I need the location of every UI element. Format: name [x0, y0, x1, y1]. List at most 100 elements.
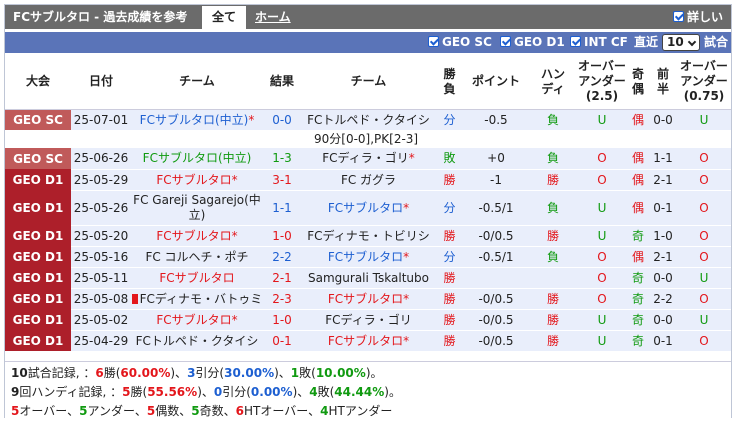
filter-int-cf[interactable]: INT CF — [570, 32, 628, 53]
filter-geo-d1[interactable]: GEO D1 — [500, 32, 565, 53]
home-team-name: FCディナモ・バトゥミ — [139, 291, 263, 306]
summary-text: 5 — [11, 404, 20, 418]
table-header: 大会 日付 チーム 結果 チーム 勝負 ポイント ハンディ オーバーアンダー (2… — [5, 55, 731, 110]
col-score: 結果 — [263, 55, 301, 110]
checkbox-icon[interactable] — [428, 36, 439, 47]
ht-over-under: U — [677, 267, 731, 289]
home-team[interactable]: FCサブルタロ(中立) — [131, 148, 263, 170]
summary-handicap: 9回ハンディ記録, ：5勝(55.56%)、0引分(0.00%)、4敗(44.4… — [11, 383, 725, 402]
match-score[interactable]: 0-1 — [263, 330, 301, 352]
match-score[interactable]: 2-1 — [263, 267, 301, 289]
home-team[interactable]: FCトルペド・クタイシ — [131, 330, 263, 352]
home-team[interactable]: FC コルヘチ・ポチ — [131, 246, 263, 268]
summary-text: )。 — [365, 366, 383, 380]
home-team[interactable]: FCサブルタロ(中立)* — [131, 109, 263, 131]
competition-badge[interactable]: GEO D1 — [5, 330, 71, 351]
summary-text: 10 — [11, 366, 28, 380]
summary-text: HTオーバー、 — [244, 404, 321, 418]
away-team[interactable]: FCトルペド・クタイシ — [301, 109, 436, 131]
col-result-label: 勝負 — [443, 66, 456, 96]
match-score[interactable]: 2-2 — [263, 246, 301, 268]
away-team[interactable]: FCサブルタロ* — [301, 246, 436, 268]
summary-text: 6 — [235, 404, 244, 418]
away-team[interactable]: FCサブルタロ* — [301, 330, 436, 352]
col-points: ポイント — [463, 55, 529, 110]
table-row: GEO D1 25-05-26 FC Gareji Sagarejo(中立) 1-1 F… — [5, 190, 731, 226]
match-count-select[interactable]: 10 — [662, 34, 700, 51]
home-star: * — [231, 172, 238, 187]
competition-badge[interactable]: GEO D1 — [5, 190, 71, 225]
away-team[interactable]: FCサブルタロ* — [301, 190, 436, 226]
empty-cell — [5, 130, 71, 148]
match-label: 試合 — [704, 35, 729, 49]
away-team[interactable]: FCディラ・ゴリ* — [301, 148, 436, 170]
over-under: O — [577, 246, 627, 268]
competition-badge[interactable]: GEO D1 — [5, 267, 71, 288]
handicap-result: 勝 — [529, 288, 577, 310]
home-team[interactable]: FC Gareji Sagarejo(中立) — [131, 190, 263, 226]
home-team[interactable]: FCサブルタロ* — [131, 309, 263, 331]
col-over-under: オーバーアンダー (2.5) — [577, 55, 627, 110]
away-star: * — [408, 151, 415, 166]
tab-home[interactable]: ホーム — [255, 10, 291, 24]
match-score[interactable]: 2-3 — [263, 288, 301, 310]
match-score[interactable]: 1-0 — [263, 225, 301, 247]
col-first-half-label: 前半 — [656, 66, 669, 96]
summary-text: )、 — [197, 385, 214, 399]
match-score[interactable]: 1-3 — [263, 148, 301, 170]
summary-text: 3 — [187, 366, 196, 380]
match-score[interactable]: 0-0 — [263, 109, 301, 131]
match-date: 25-05-11 — [71, 267, 131, 289]
filter-geo-sc[interactable]: GEO SC — [428, 32, 492, 53]
checkbox-icon[interactable] — [672, 11, 684, 22]
home-team[interactable]: FCディナモ・バトゥミ — [131, 288, 263, 310]
match-date: 25-06-26 — [71, 148, 131, 170]
col-ht-over-under-line: (0.75) — [683, 89, 725, 104]
first-half-score: 0-0 — [649, 109, 677, 131]
col-over-under-line: (2.5) — [585, 89, 619, 104]
col-ht-over-under: オーバーアンダー (0.75) — [677, 55, 731, 110]
match-score[interactable]: 1-0 — [263, 309, 301, 331]
summary-text: 4 — [320, 404, 329, 418]
home-team[interactable]: FCサブルタロ* — [131, 169, 263, 191]
handicap-result: 負 — [529, 246, 577, 268]
away-team[interactable]: FCディナモ・トビリシ — [301, 225, 436, 247]
home-team[interactable]: FCサブルタロ* — [131, 225, 263, 247]
checkbox-icon[interactable] — [500, 36, 511, 47]
competition-badge[interactable]: GEO SC — [5, 148, 71, 169]
over-under: O — [577, 267, 627, 289]
col-over-under-label: オーバーアンダー — [578, 59, 626, 89]
detail-toggle[interactable]: 詳しい — [672, 5, 723, 29]
over-under: O — [577, 148, 627, 170]
competition-badge[interactable]: GEO D1 — [5, 288, 71, 309]
match-score[interactable]: 1-1 — [263, 190, 301, 226]
summary-text: 敗( — [317, 385, 335, 399]
away-team-name: FC ガグラ — [340, 172, 397, 187]
competition-badge[interactable]: GEO D1 — [5, 169, 71, 190]
away-team[interactable]: FC ガグラ — [301, 169, 436, 191]
away-team[interactable]: FCディラ・ゴリ — [301, 309, 436, 331]
away-team[interactable]: Samgurali Tskaltubo — [301, 267, 436, 289]
checkbox-icon[interactable] — [570, 36, 581, 47]
summary-text: 引分( — [195, 366, 225, 380]
away-team[interactable]: FCサブルタロ* — [301, 288, 436, 310]
away-star: * — [403, 291, 410, 306]
summary-text: 44.44% — [334, 385, 385, 399]
home-team[interactable]: FCサブルタロ — [131, 267, 263, 289]
tab-all[interactable]: 全て — [202, 6, 246, 29]
filter-label: GEO SC — [442, 35, 492, 49]
odd-even: 奇 — [627, 267, 649, 289]
col-handicap-label: ハンディ — [540, 66, 565, 96]
summary-text: 9 — [11, 385, 20, 399]
competition-badge[interactable]: GEO D1 — [5, 246, 71, 267]
competition-badge[interactable]: GEO D1 — [5, 309, 71, 330]
competition-badge[interactable]: GEO SC — [5, 109, 71, 130]
competition-badge[interactable]: GEO D1 — [5, 225, 71, 246]
first-half-score: 1-1 — [649, 148, 677, 170]
odd-even: 偶 — [627, 109, 649, 131]
match-date: 25-05-16 — [71, 246, 131, 268]
home-team-name: FCサブルタロ — [159, 270, 235, 285]
home-team-name: FCサブルタロ — [156, 228, 232, 243]
match-score[interactable]: 3-1 — [263, 169, 301, 191]
match-result: 勝 — [436, 330, 463, 352]
